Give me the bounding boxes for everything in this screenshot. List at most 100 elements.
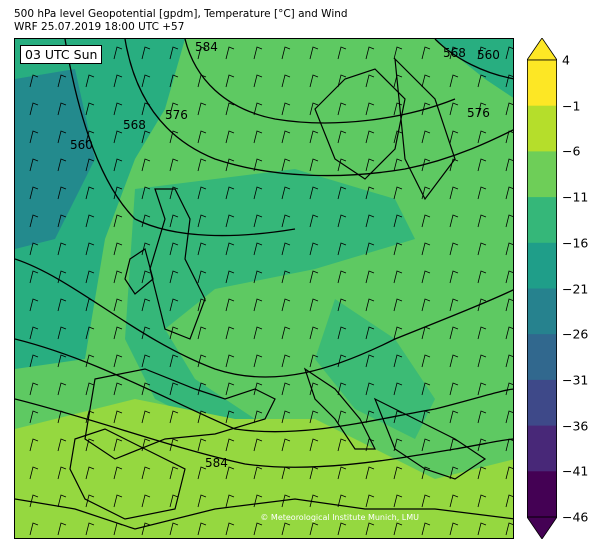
wind-barb — [29, 298, 39, 312]
wind-barb — [85, 158, 95, 172]
wind-barb — [29, 466, 39, 480]
wind-barb — [337, 46, 347, 60]
wind-barb — [253, 74, 263, 88]
wind-barb — [29, 242, 39, 256]
wind-barb — [281, 214, 291, 228]
wind-barb — [309, 438, 319, 452]
wind-barb — [505, 242, 513, 256]
wind-barb — [505, 46, 513, 60]
wind-barb — [505, 354, 513, 368]
wind-barb — [337, 74, 347, 88]
wind-barb — [253, 270, 263, 284]
wind-barb — [197, 74, 207, 88]
wind-barb — [85, 214, 95, 228]
wind-barb — [281, 186, 291, 200]
wind-barb — [113, 410, 123, 424]
wind-barb — [253, 438, 263, 452]
wind-barb — [85, 438, 95, 452]
wind-barb — [113, 158, 123, 172]
wind-barb — [365, 522, 375, 536]
wind-barb — [477, 130, 487, 144]
title-line-1: 500 hPa level Geopotential [gpdm], Tempe… — [14, 8, 348, 20]
wind-barb — [197, 130, 207, 144]
wind-barb — [449, 494, 459, 508]
coastlines — [15, 57, 513, 530]
wind-barb — [421, 522, 431, 536]
wind-barb — [85, 466, 95, 480]
colorbar-segment — [527, 379, 557, 427]
wind-barb — [225, 46, 235, 60]
contour-label: 576 — [165, 108, 188, 122]
wind-barb — [449, 354, 459, 368]
wind-barb — [253, 298, 263, 312]
wind-barb — [337, 186, 347, 200]
wind-barb — [197, 102, 207, 116]
wind-barb — [225, 438, 235, 452]
wind-barb — [421, 494, 431, 508]
wind-barb — [281, 130, 291, 144]
contour-label: 568 — [443, 46, 466, 60]
wind-barb — [225, 354, 235, 368]
wind-barb — [85, 326, 95, 340]
contour-560-west — [64, 39, 296, 237]
wind-barb — [365, 46, 375, 60]
wind-barb — [477, 46, 487, 60]
time-label: 03 UTC Sun — [20, 45, 103, 64]
wind-barb — [477, 298, 487, 312]
wind-barb — [477, 410, 487, 424]
wind-barb — [253, 242, 263, 256]
contour-568-south — [15, 258, 513, 378]
colorbar-tick-label: −6 — [562, 143, 581, 159]
cold-core-atlantic — [15, 69, 95, 249]
wind-barb — [29, 382, 39, 396]
wind-barb — [449, 186, 459, 200]
wind-barb — [29, 186, 39, 200]
wind-barb — [113, 494, 123, 508]
colorbar — [527, 38, 557, 539]
wind-barb — [253, 326, 263, 340]
wind-barb — [57, 130, 67, 144]
wind-barb — [421, 74, 431, 88]
wind-barbs — [29, 46, 513, 536]
wind-barb — [29, 74, 39, 88]
contour-584 — [15, 398, 513, 468]
colorbar-extend-min — [527, 516, 557, 539]
wind-barb — [281, 466, 291, 480]
colorbar-segment — [527, 288, 557, 335]
wind-barb — [169, 186, 179, 200]
wind-barb — [113, 242, 123, 256]
wind-barb — [281, 354, 291, 368]
wind-barb — [141, 214, 151, 228]
wind-barb — [281, 522, 291, 536]
wind-barb — [393, 298, 403, 312]
credit-text: © Meteorological Institute Munich, LMU — [260, 513, 419, 522]
wind-barb — [505, 214, 513, 228]
wind-barb — [197, 158, 207, 172]
wind-barb — [365, 354, 375, 368]
wind-barb — [113, 46, 123, 60]
contour-576-south — [15, 338, 513, 433]
wind-barb — [337, 298, 347, 312]
wind-barb — [29, 130, 39, 144]
wind-barb — [309, 382, 319, 396]
wind-barb — [393, 494, 403, 508]
wind-barb — [365, 242, 375, 256]
wind-barb — [337, 522, 347, 536]
wind-barb — [225, 130, 235, 144]
wind-barb — [197, 186, 207, 200]
wind-barb — [421, 214, 431, 228]
wind-barb — [505, 326, 513, 340]
contour-label: 584 — [195, 40, 218, 54]
wind-barb — [169, 130, 179, 144]
wind-barb — [85, 130, 95, 144]
colorbar-tick-label: −16 — [562, 235, 589, 251]
wind-barb — [113, 102, 123, 116]
wind-barb — [309, 494, 319, 508]
wind-barb — [253, 410, 263, 424]
wind-barb — [505, 158, 513, 172]
wind-barb — [393, 74, 403, 88]
wind-barb — [477, 102, 487, 116]
wind-barb — [169, 46, 179, 60]
colorbar-tick-label: −21 — [562, 281, 589, 296]
wind-barb — [85, 354, 95, 368]
